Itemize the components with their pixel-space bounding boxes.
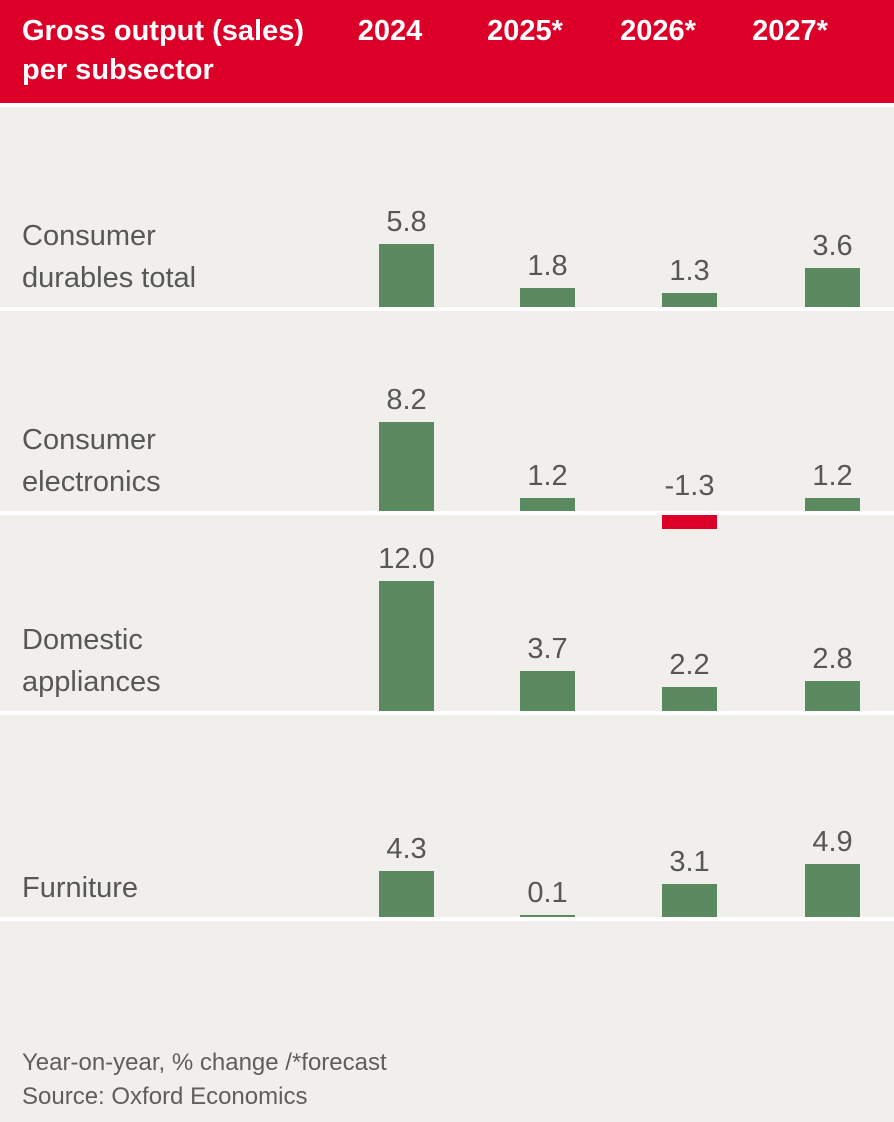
bar-value-label: 1.8	[527, 250, 568, 282]
bar-2027-consumer-durables-total	[805, 268, 860, 307]
column-header-2026: 2026*	[620, 15, 696, 47]
separator-line	[0, 917, 894, 921]
column-header-2027: 2027*	[752, 15, 828, 47]
separator-line	[0, 103, 894, 107]
bar-2026-furniture	[662, 884, 717, 917]
column-header-2024: 2024	[357, 15, 423, 47]
bar-value-label: 3.7	[527, 633, 568, 665]
chart-row-consumer-durables: Consumer durables total 5.8 1.8 1.3 3.6	[0, 107, 894, 307]
bar-value-label: 5.8	[386, 206, 427, 238]
bar-value-label: 12.0	[378, 543, 435, 575]
bar-2025-furniture	[520, 915, 575, 917]
bar-value-label: 3.1	[669, 846, 710, 878]
separator-line	[0, 307, 894, 311]
bar-2025-consumer-durables-total	[520, 288, 575, 307]
row-label-consumer-durables-total: Consumer durables total	[22, 220, 197, 294]
bar-value-label: 4.3	[386, 833, 427, 865]
chart-row-consumer-electronics: Consumer electronics 8.2 1.2 -1.3 1.2	[0, 311, 894, 529]
bar-value-label: 2.8	[812, 643, 853, 675]
bar-2026-consumer-electronics	[662, 515, 717, 529]
bar-value-label: 8.2	[386, 384, 427, 416]
bar-value-label: 4.9	[812, 826, 853, 858]
bar-2025-domestic-appliances	[520, 671, 575, 711]
bar-value-label: 2.2	[669, 649, 710, 681]
bar-2027-domestic-appliances	[805, 681, 860, 711]
bar-value-label: 0.1	[527, 877, 568, 909]
bar-2025-consumer-electronics	[520, 498, 575, 511]
row-label-consumer-electronics: Consumer electronics	[22, 424, 161, 498]
row-label-domestic-appliances: Domestic appliances	[22, 624, 161, 698]
chart-row-domestic-appliances: Domestic appliances 12.0 3.7 2.2 2.8	[0, 515, 894, 711]
bar-value-label: 3.6	[812, 230, 853, 262]
footnote-source: Source: Oxford Economics	[22, 1083, 308, 1110]
bar-value-label: 1.3	[669, 255, 710, 287]
bar-2027-furniture	[805, 864, 860, 917]
bar-2024-furniture	[379, 871, 434, 917]
separator-line	[0, 511, 894, 515]
bar-2024-consumer-durables-total	[379, 244, 434, 307]
bar-2024-consumer-electronics	[379, 422, 434, 511]
row-label-furniture: Furniture	[22, 872, 139, 904]
column-header-2025: 2025*	[487, 15, 563, 47]
bar-2024-domestic-appliances	[379, 581, 434, 711]
bar-2027-consumer-electronics	[805, 498, 860, 511]
bar-value-label: 1.2	[527, 460, 568, 492]
bar-2026-domestic-appliances	[662, 687, 717, 711]
bar-2026-consumer-durables-total	[662, 293, 717, 307]
chart-footnote: Year-on-year, % change /*forecast Source…	[22, 1046, 387, 1114]
separator-line	[0, 711, 894, 715]
footnote-units: Year-on-year, % change /*forecast	[22, 1049, 387, 1076]
chart-title: Gross output (sales) per subsector	[22, 15, 304, 86]
bar-value-label: 1.2	[812, 460, 853, 492]
chart-row-furniture: Furniture 4.3 0.1 3.1 4.9	[0, 715, 894, 917]
chart-header: Gross output (sales) per subsector 2024 …	[0, 0, 894, 103]
bar-value-label: -1.3	[664, 470, 715, 502]
